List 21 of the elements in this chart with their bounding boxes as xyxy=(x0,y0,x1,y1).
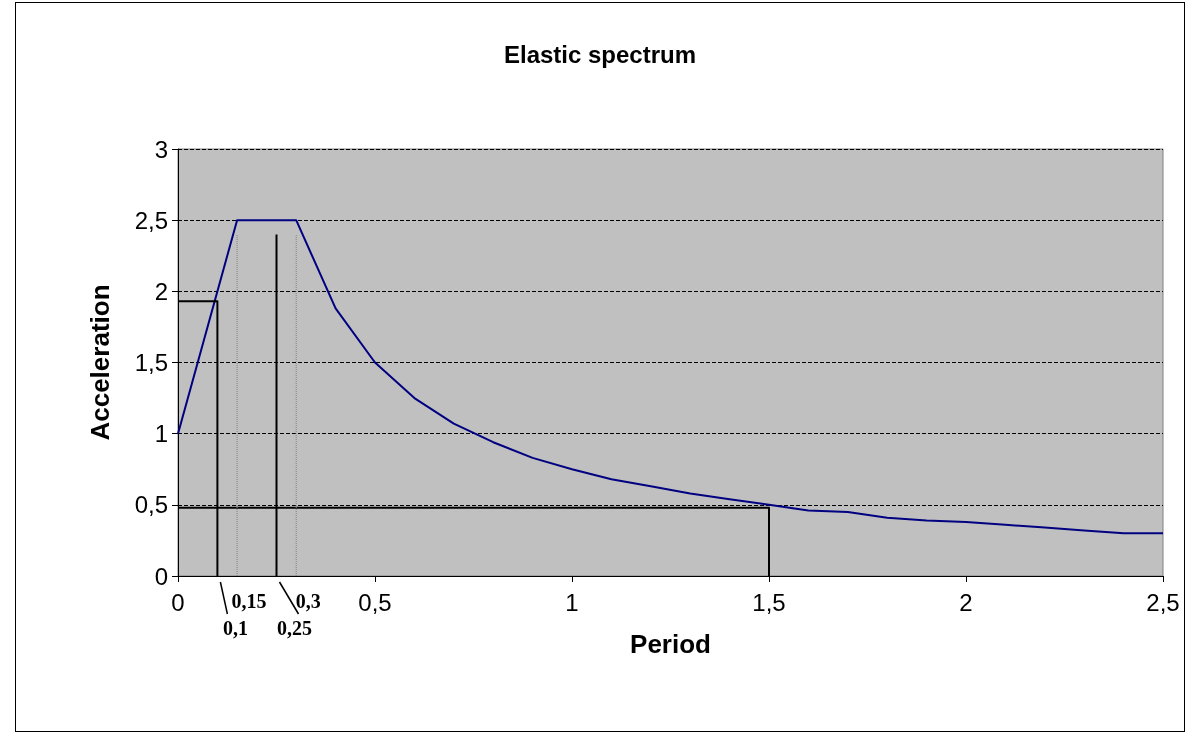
y-tick-label: 3 xyxy=(154,135,168,163)
x-tick-label: 2 xyxy=(959,588,973,616)
y-tick-label: 2,5 xyxy=(134,206,168,234)
x-axis-title: Period xyxy=(630,629,711,659)
y-tick-label: 2 xyxy=(154,277,168,305)
y-tick-label: 1,5 xyxy=(134,349,168,376)
x-tick-label: 1,5 xyxy=(752,588,786,616)
annotation: 0,3 xyxy=(295,590,321,612)
y-tick-label: 0,5 xyxy=(134,491,168,519)
chart-title: Elastic spectrum xyxy=(503,40,697,68)
x-tick-label: 0,5 xyxy=(358,588,392,616)
line-series xyxy=(177,219,1164,535)
y-axis-title: Acceleration xyxy=(85,284,115,441)
x-tick-label: 1 xyxy=(565,588,579,616)
x-tick-label: 0 xyxy=(171,588,185,616)
annotation: 0,1 xyxy=(222,617,248,639)
y-tick-label: 1 xyxy=(154,420,168,448)
annotation: 0,25 xyxy=(277,617,312,639)
annotation: 0,15 xyxy=(231,590,267,612)
x-tick-label: 2,5 xyxy=(1146,588,1180,616)
y-tick-label: 0 xyxy=(154,562,168,590)
